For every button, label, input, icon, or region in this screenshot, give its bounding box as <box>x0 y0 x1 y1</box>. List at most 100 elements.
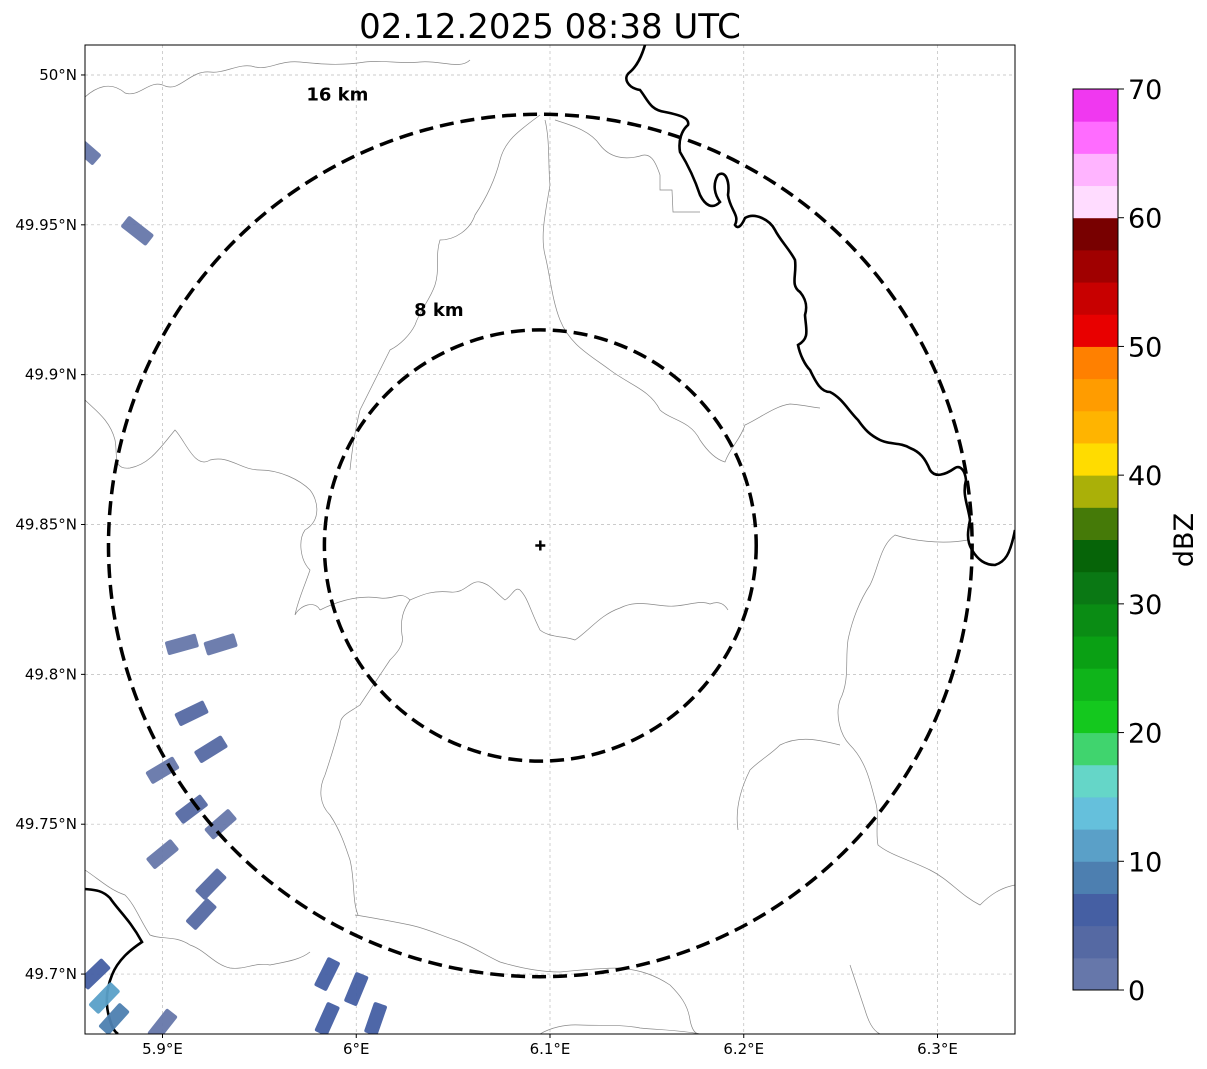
colorbar-segment <box>1073 925 1118 959</box>
lat-tick-label: 50°N <box>39 66 77 84</box>
reflectivity-cell <box>203 633 238 656</box>
colorbar-tick-label: 50 <box>1128 332 1162 363</box>
colorbar-tick-label: 20 <box>1128 719 1162 750</box>
colorbar-segment <box>1073 700 1118 734</box>
colorbar-tick-label: 60 <box>1128 204 1162 235</box>
country-border-line <box>625 45 1015 567</box>
reflectivity-layer <box>85 134 387 1034</box>
border-line <box>320 599 411 916</box>
reflectivity-cell <box>204 809 237 840</box>
radar-center-marker <box>535 540 546 551</box>
border-line <box>85 399 321 616</box>
lat-tick-label: 49.9°N <box>25 366 77 384</box>
border-line <box>837 534 1015 906</box>
range-ring <box>106 112 974 979</box>
reflectivity-cell <box>175 794 208 824</box>
range-ring-labels: 8 km 16 km <box>306 84 463 321</box>
reflectivity-cell <box>174 700 209 726</box>
lat-tick-label: 49.85°N <box>15 516 77 534</box>
reflectivity-cell <box>85 134 101 165</box>
lon-tick-label: 6.3°E <box>917 1040 958 1058</box>
colorbar-segment <box>1073 636 1118 669</box>
colorbar: 0 10 20 30 40 50 60 70 dBZ <box>1072 75 1200 1007</box>
colorbar-segment <box>1073 410 1118 444</box>
border-line <box>554 119 700 213</box>
reflectivity-cell <box>85 958 111 990</box>
colorbar-segments <box>1073 89 1118 991</box>
reflectivity-cell <box>146 839 179 869</box>
colorbar-segment <box>1073 346 1118 380</box>
colorbar-tick-label: 0 <box>1128 976 1145 1007</box>
figure-title: 02.12.2025 08:38 UTC <box>359 7 741 47</box>
border-line <box>354 914 701 1034</box>
colorbar-segment <box>1073 475 1118 508</box>
reflectivity-cell <box>195 868 227 900</box>
reflectivity-cell <box>194 735 228 763</box>
border-line <box>736 738 841 831</box>
admin-borders <box>85 59 1015 1034</box>
gridlines <box>85 45 1015 1034</box>
colorbar-segment <box>1073 442 1118 476</box>
reflectivity-cell <box>314 957 340 991</box>
colorbar-segment <box>1073 861 1118 894</box>
colorbar-segment <box>1073 668 1118 701</box>
lat-tick-label: 49.8°N <box>25 665 77 683</box>
lon-tick-label: 5.9°E <box>142 1040 183 1058</box>
colorbar-segment <box>1073 121 1118 154</box>
colorbar-segment <box>1073 764 1118 798</box>
border-line <box>849 964 881 1034</box>
colorbar-label: dBZ <box>1169 513 1200 567</box>
colorbar-ticks: 0 10 20 30 40 50 60 70 <box>1118 75 1162 1007</box>
reflectivity-cell <box>121 216 154 246</box>
colorbar-segment <box>1073 957 1118 991</box>
border-line <box>85 59 471 98</box>
latitude-ticks: 49.7°N 49.75°N 49.8°N 49.85°N 49.9°N 49.95°N 5… <box>15 66 85 983</box>
colorbar-segment <box>1073 539 1118 573</box>
border-line <box>539 1024 701 1034</box>
lat-tick-label: 49.75°N <box>15 815 77 833</box>
colorbar-frame <box>1072 88 1119 991</box>
reflectivity-cell <box>344 972 369 1006</box>
lon-tick-label: 6.1°E <box>530 1040 571 1058</box>
reflectivity-cell <box>147 1008 178 1034</box>
reflectivity-cell <box>314 1002 340 1034</box>
colorbar-segment <box>1073 185 1118 219</box>
colorbar-segment <box>1073 153 1118 187</box>
colorbar-segment <box>1073 829 1118 862</box>
colorbar-segment <box>1073 282 1118 315</box>
colorbar-segment <box>1073 217 1118 251</box>
colorbar-segment <box>1073 732 1118 766</box>
colorbar-segment <box>1073 507 1118 540</box>
border-line <box>85 869 311 969</box>
colorbar-segment <box>1073 249 1118 283</box>
colorbar-segment <box>1073 796 1118 830</box>
colorbar-segment <box>1073 603 1118 637</box>
colorbar-tick-label: 10 <box>1128 847 1162 878</box>
colorbar-segment <box>1073 89 1118 122</box>
reflectivity-cell <box>165 633 199 655</box>
lat-tick-label: 49.7°N <box>25 965 77 983</box>
border-line <box>349 114 541 471</box>
map-panel: 8 km 16 km 5.9°E 6°E 6.1°E 6.2°E 6.3°E 49.7°N… <box>15 44 1016 1058</box>
colorbar-tick-label: 70 <box>1128 75 1162 106</box>
reflectivity-cell <box>145 756 180 784</box>
lon-tick-label: 6°E <box>343 1040 370 1058</box>
range-ring <box>322 328 758 763</box>
colorbar-segment <box>1073 378 1118 412</box>
reflectivity-cell <box>98 1003 130 1034</box>
lat-tick-label: 49.95°N <box>15 216 77 234</box>
colorbar-segment <box>1073 571 1118 605</box>
colorbar-segment <box>1073 893 1118 927</box>
colorbar-tick-label: 40 <box>1128 461 1162 492</box>
colorbar-tick-label: 30 <box>1128 590 1162 621</box>
range-ring-label: 8 km <box>414 300 464 321</box>
border-line <box>542 119 821 463</box>
longitude-ticks: 5.9°E 6°E 6.1°E 6.2°E 6.3°E <box>142 1034 958 1058</box>
reflectivity-cell <box>364 1002 387 1034</box>
colorbar-segment <box>1073 314 1118 347</box>
range-rings <box>106 112 974 979</box>
reflectivity-cell <box>186 898 217 930</box>
lon-tick-label: 6.2°E <box>723 1040 764 1058</box>
reflectivity-cell <box>89 982 120 1014</box>
